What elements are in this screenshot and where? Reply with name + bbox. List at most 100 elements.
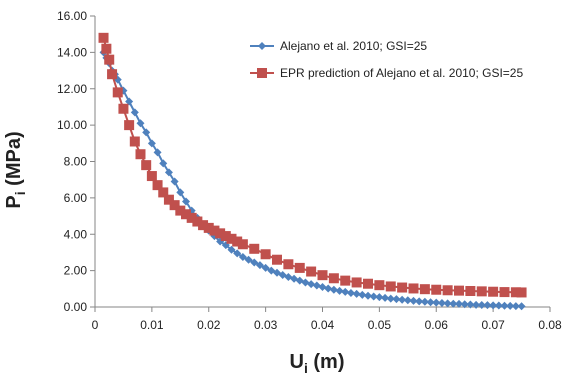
diamond-point (449, 299, 458, 308)
diamond-point (136, 119, 145, 128)
diamond-point (375, 293, 384, 302)
y-tick-label: 12.00 (57, 82, 87, 96)
square-point (129, 136, 140, 147)
diamond-point (142, 128, 151, 137)
diamond-point (392, 295, 401, 304)
diamond-point (494, 301, 503, 310)
square-point (454, 285, 464, 296)
diamond-point (324, 284, 333, 293)
square-point (220, 231, 231, 242)
x-axis-title-unit: (m) (308, 351, 345, 373)
square-point (215, 228, 226, 239)
diamond-point (130, 108, 139, 117)
square-point (112, 87, 123, 98)
square-point (152, 180, 163, 191)
legend-label: EPR prediction of Alejano et al. 2010; G… (280, 66, 523, 80)
x-tick-label: 0.05 (368, 318, 392, 332)
square-point (283, 259, 294, 270)
y-tick-label: 2.00 (64, 264, 88, 278)
diamond-point (420, 297, 429, 306)
square-point (175, 205, 186, 216)
square-point (158, 187, 169, 198)
square-point (141, 160, 152, 171)
square-point (499, 287, 510, 298)
diamond-point (364, 291, 372, 300)
diamond-point (182, 197, 190, 206)
diamond-point (301, 278, 310, 287)
y-tick-label: 6.00 (64, 191, 88, 205)
diamond-point (255, 261, 264, 270)
square-point (146, 171, 157, 182)
diamond-point (386, 294, 395, 303)
diamond-point (307, 280, 316, 289)
square-point (363, 278, 373, 289)
diamond-point (318, 282, 327, 291)
square-point (465, 285, 476, 296)
square-point (510, 287, 521, 298)
square-point (198, 220, 209, 231)
diamond-point (170, 177, 179, 186)
square-point (374, 280, 385, 291)
legend-item-2: EPR prediction of Alejano et al. 2010; G… (250, 66, 523, 80)
square-point (124, 120, 135, 131)
diamond-point (159, 159, 168, 168)
diamond-point (437, 298, 446, 307)
square-point (306, 266, 317, 277)
diamond-point (261, 263, 270, 272)
square-point (107, 69, 118, 80)
diamond-point (466, 300, 475, 309)
square-point (203, 222, 214, 233)
diamond-point (176, 188, 185, 197)
legend-item-1: Alejano et al. 2010; GSI=25 (250, 39, 427, 53)
diamond-point (443, 299, 452, 308)
legend-marker (257, 68, 267, 78)
square-point (181, 209, 191, 220)
y-axis-title: Pi (MPa) (3, 131, 28, 208)
diamond-point (432, 298, 441, 307)
x-axis-title: Ui (m) (289, 351, 344, 376)
diamond-point (358, 290, 367, 299)
x-tick-label: 0.06 (425, 318, 449, 332)
diamond-point (517, 302, 526, 311)
square-point (408, 283, 419, 294)
diamond-point (483, 301, 492, 310)
y-tick-label: 8.00 (64, 155, 88, 169)
square-point (317, 270, 328, 281)
x-tick-label: 0 (92, 318, 99, 332)
diamond-point (489, 301, 498, 310)
diamond-point (511, 302, 520, 311)
diamond-point (329, 285, 338, 294)
series-layer (98, 32, 527, 311)
square-point (135, 149, 146, 160)
diamond-point (125, 97, 134, 106)
square-point (118, 103, 129, 114)
y-tick-label: 16.00 (57, 9, 87, 23)
diamond-point (250, 258, 259, 267)
x-tick-label: 0.02 (197, 318, 221, 332)
diamond-point (164, 168, 173, 177)
diamond-point (341, 287, 350, 296)
diamond-point (415, 297, 424, 306)
diamond-point (506, 301, 515, 310)
diamond-point (500, 301, 509, 310)
x-tick-label: 0.03 (254, 318, 278, 332)
square-point (385, 281, 396, 292)
y-axis-title-main: P (3, 195, 25, 208)
axes: 0.00 2.00 4.00 6.00 8.00 10.00 12.00 14.00 16.00… (57, 9, 562, 332)
x-tick-label: 0.07 (481, 318, 505, 332)
square-point (104, 54, 115, 65)
square-point (476, 286, 487, 297)
diamond-point (426, 298, 435, 307)
y-tick-label: 10.00 (57, 118, 87, 132)
y-axis-title-unit: (MPa) (3, 131, 25, 191)
diamond-point (335, 286, 344, 295)
diamond-point (477, 300, 486, 309)
diamond-point (346, 288, 355, 297)
square-point (351, 277, 362, 288)
diamond-point (455, 299, 463, 308)
square-point (431, 284, 442, 295)
square-point (397, 282, 408, 293)
square-point (192, 216, 203, 227)
